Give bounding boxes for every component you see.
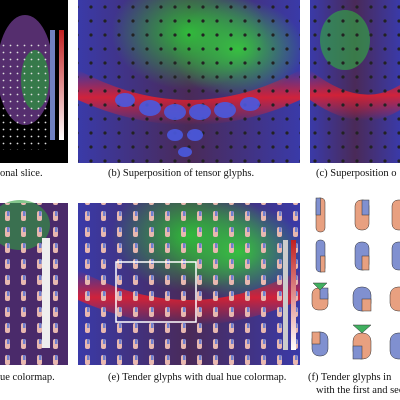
panel-f xyxy=(311,197,400,360)
panel-d xyxy=(0,200,68,365)
caption: (f) Tender glyphs in xyxy=(308,372,392,383)
caption: (b) Superposition of tensor glyphs. xyxy=(108,168,254,179)
caption: ue colormap. xyxy=(0,372,55,383)
caption: (c) Superposition o xyxy=(316,168,397,179)
panel-e xyxy=(78,203,300,365)
caption: (e) Tender glyphs with dual hue colormap… xyxy=(108,372,286,383)
panel-a xyxy=(0,0,68,163)
caption: onal slice. xyxy=(0,168,43,179)
panel-b xyxy=(78,0,300,163)
caption: with the first and sec xyxy=(316,385,400,396)
panel-c xyxy=(310,0,400,163)
